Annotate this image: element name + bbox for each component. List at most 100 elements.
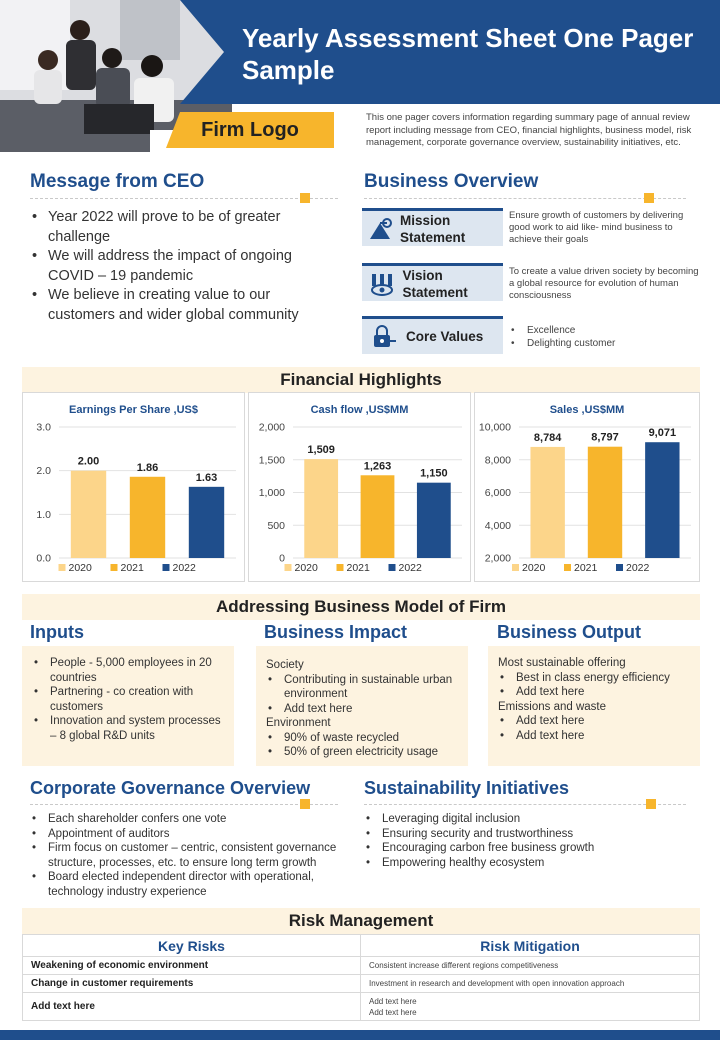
y-tick-label: 0.0 <box>36 553 51 565</box>
sustainability-item: Leveraging digital inclusion <box>364 812 694 827</box>
table-row: Add text here Add text here Add text her… <box>22 992 700 1021</box>
impact-item: 50% of green electricity usage <box>266 745 458 760</box>
footer-bar <box>0 1030 720 1040</box>
risk-table: Key Risks Risk Mitigation Weakening of e… <box>22 934 700 1021</box>
vision-icon <box>362 266 402 301</box>
y-tick-label: 2.0 <box>36 465 51 477</box>
governance-item: Board elected independent director with … <box>30 870 356 899</box>
mission-statement-box: Mission Statement <box>362 208 503 246</box>
data-label: 1,263 <box>364 460 392 472</box>
core-values-label: Core Values <box>406 329 484 344</box>
business-overview-title: Business Overview <box>364 171 539 192</box>
legend-swatch <box>388 564 396 571</box>
bar <box>360 475 395 558</box>
impact-item: Add text here <box>266 702 458 717</box>
governance-item: Appointment of auditors <box>30 827 356 842</box>
risk-mitigation-header: Risk Mitigation <box>360 934 700 957</box>
cashflow-chart: Cash flow ,US$MM 2,000 1,500 1,000 500 0 1,509… <box>259 404 462 574</box>
inputs-item: Innovation and system processes – 8 glob… <box>32 714 224 743</box>
core-values-box: Core Values <box>362 316 503 354</box>
impact-list-society: Contributing in sustainable urban enviro… <box>266 673 458 717</box>
legend-swatch <box>284 564 292 571</box>
mitigation-cell: Add text here Add text here <box>360 992 700 1021</box>
y-tick-label: 8,000 <box>485 454 511 466</box>
bar <box>70 470 107 558</box>
risk-management-title: Risk Management <box>288 911 434 930</box>
business-output-box: Most sustainable offering Best in class … <box>488 646 700 766</box>
sales-chart: Sales ,US$MM 10,000 8,000 6,000 4,000 2,000 8,… <box>479 404 691 574</box>
legend-swatch <box>512 564 519 571</box>
table-row: Change in customer requirements Investme… <box>22 974 700 993</box>
impact-list-environment: 90% of waste recycled 50% of green elect… <box>266 731 458 760</box>
y-tick-label: 500 <box>267 520 285 532</box>
business-overview-marker <box>644 193 654 203</box>
core-values-icon <box>362 319 406 354</box>
legend-label: 2022 <box>173 562 197 574</box>
bar <box>416 482 451 558</box>
sales-chart-panel: Sales ,US$MM 10,000 8,000 6,000 4,000 2,000 8,… <box>474 392 700 582</box>
data-label: 9,071 <box>649 427 677 439</box>
output-item: Add text here <box>498 714 690 729</box>
bar <box>129 476 166 558</box>
sustainability-divider <box>364 804 686 805</box>
core-value-item: Excellence <box>509 324 704 337</box>
ceo-title: Message from CEO <box>30 171 205 192</box>
legend-label: 2020 <box>295 562 319 574</box>
ceo-marker <box>300 193 310 203</box>
data-label: 8,784 <box>534 432 562 444</box>
legend-label: 2020 <box>522 562 546 574</box>
risk-cell: Change in customer requirements <box>22 974 361 993</box>
page-title: Yearly Assessment Sheet One Pager Sample <box>242 23 694 85</box>
impact-heading-society: Society <box>266 659 304 671</box>
business-impact-box: Society Contributing in sustainable urba… <box>256 646 468 766</box>
business-overview-divider <box>364 198 686 199</box>
data-label: 1.63 <box>196 472 217 484</box>
governance-marker <box>300 799 310 809</box>
sustainability-title: Sustainability Initiatives <box>364 778 570 798</box>
legend-label: 2022 <box>626 562 650 574</box>
legend-label: 2021 <box>347 562 371 574</box>
legend-swatch <box>58 564 66 571</box>
ceo-bullet: Year 2022 will prove to be of greater ch… <box>30 208 330 247</box>
sustainability-marker <box>646 799 656 809</box>
bar <box>530 446 565 558</box>
y-tick-label: 1,000 <box>259 487 285 499</box>
output-item: Best in class energy efficiency <box>498 671 690 686</box>
bar <box>304 459 339 558</box>
y-tick-label: 2,000 <box>485 553 511 565</box>
chart-title: Cash flow ,US$MM <box>311 404 409 416</box>
ceo-bullet: We believe in creating value to our cust… <box>30 286 330 325</box>
governance-item: Each shareholder confers one vote <box>30 812 356 827</box>
chart-title: Sales ,US$MM <box>550 404 625 416</box>
inputs-item: Partnering - co creation with customers <box>32 685 224 714</box>
inputs-item: People - 5,000 employees in 20 countries <box>32 656 224 685</box>
risk-cell: Weakening of economic environment <box>22 956 361 975</box>
eps-chart-panel: Earnings Per Share ,US$ 3.0 2.0 1.0 0.0 2.00 1… <box>22 392 245 582</box>
business-output-title: Business Output <box>497 622 642 642</box>
header-photo <box>0 0 232 152</box>
data-label: 2.00 <box>78 456 99 468</box>
risk-table-header: Key Risks Risk Mitigation <box>22 934 700 957</box>
output-list-emissions: Add text here Add text here <box>498 714 690 743</box>
eps-chart: Earnings Per Share ,US$ 3.0 2.0 1.0 0.0 2.00 1… <box>36 404 236 574</box>
y-tick-label: 0 <box>279 553 285 565</box>
ceo-bullet: We will address the impact of ongoing CO… <box>30 247 330 286</box>
financial-highlights-title: Financial Highlights <box>280 370 442 389</box>
output-item: Add text here <box>498 729 690 744</box>
ceo-bullets: Year 2022 will prove to be of greater ch… <box>30 208 330 325</box>
output-heading-emissions: Emissions and waste <box>498 700 607 713</box>
y-tick-label: 6,000 <box>485 487 511 499</box>
vision-label: Vision Statement <box>402 267 468 300</box>
core-values-list: Excellence Delighting customer <box>509 324 704 350</box>
mission-icon <box>362 211 400 246</box>
governance-title: Corporate Governance Overview <box>30 778 311 798</box>
legend-swatch <box>162 564 170 571</box>
inputs-list: People - 5,000 employees in 20 countries… <box>32 656 224 743</box>
impact-item: 90% of waste recycled <box>266 731 458 746</box>
data-label: 1,150 <box>420 468 448 480</box>
header-band <box>180 0 720 104</box>
mission-label: Mission Statement <box>400 212 466 245</box>
core-value-item: Delighting customer <box>509 337 704 350</box>
legend-label: 2020 <box>69 562 93 574</box>
firm-logo-text: Firm Logo <box>201 118 299 141</box>
